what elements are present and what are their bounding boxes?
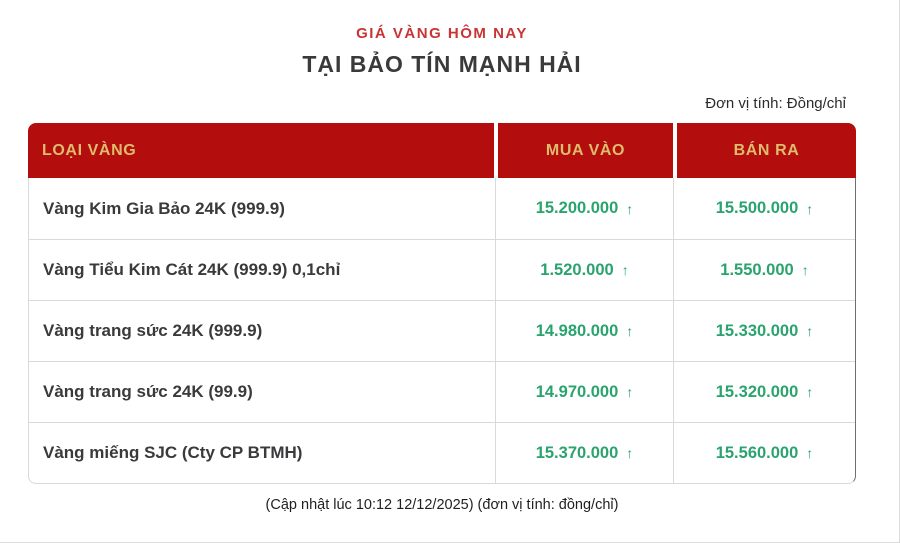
buy-price-cell: 14.970.000 ↑ [495, 362, 673, 422]
buy-price-cell: 15.200.000 ↑ [495, 178, 673, 239]
column-header-buy: MUA VÀO [498, 123, 673, 178]
sell-price-cell: 15.560.000 ↑ [673, 423, 855, 483]
sell-price-value: 15.500.000 [715, 199, 799, 217]
page-title: TẠI BẢO TÍN MẠNH HẢI [302, 51, 582, 77]
up-arrow-icon: ↑ [806, 445, 814, 461]
table-row: Vàng trang sức 24K (99.9) 14.970.000 ↑ 1… [29, 361, 855, 422]
buy-price-value: 14.970.000 [535, 382, 619, 401]
up-arrow-icon: ↑ [626, 445, 634, 461]
gold-type-cell: Vàng trang sức 24K (99.9) [43, 382, 253, 401]
update-note: (Cập nhật lúc 10:12 12/12/2025) (đơn vị … [265, 497, 619, 513]
sell-price-value: 15.560.000 [715, 443, 799, 462]
up-arrow-icon: ↑ [626, 200, 634, 217]
buy-price-cell: 15.370.000 ↑ [495, 423, 673, 483]
page-subtitle: GIÁ VÀNG HÔM NAY [356, 25, 528, 42]
gold-price-table: LOẠI VÀNG MUA VÀO BÁN RA Vàng Kim Gia Bả… [28, 123, 856, 484]
table-row: Vàng Kim Gia Bảo 24K (999.9) 15.200.000 … [29, 178, 855, 239]
up-arrow-icon: ↑ [621, 262, 629, 278]
sell-price-value: 15.330.000 [715, 321, 799, 340]
sell-price-value: 1.550.000 [720, 260, 794, 279]
gold-type-cell: Vàng Tiểu Kim Cát 24K (999.9) 0,1chỉ [43, 260, 341, 279]
sell-price-cell: 1.550.000 ↑ [673, 240, 855, 300]
buy-price-cell: 14.980.000 ↑ [495, 301, 673, 361]
gold-type-cell: Vàng miếng SJC (Cty CP BTMH) [43, 443, 303, 462]
gold-type-cell: Vàng trang sức 24K (999.9) [43, 321, 263, 340]
buy-price-value: 15.200.000 [535, 199, 619, 217]
up-arrow-icon: ↑ [806, 323, 814, 339]
buy-price-value: 14.980.000 [535, 321, 619, 340]
sell-price-value: 15.320.000 [715, 382, 799, 401]
table-row: Vàng Tiểu Kim Cát 24K (999.9) 0,1chỉ 1.5… [29, 239, 855, 300]
up-arrow-icon: ↑ [801, 262, 809, 278]
unit-note: Đơn vị tính: Đồng/chỉ [705, 95, 846, 112]
table-header-row: LOẠI VÀNG MUA VÀO BÁN RA [28, 123, 856, 178]
buy-price-cell: 1.520.000 ↑ [495, 240, 673, 300]
buy-price-value: 15.370.000 [535, 443, 619, 462]
up-arrow-icon: ↑ [626, 384, 634, 400]
column-header-gold-type: LOẠI VÀNG [28, 123, 494, 178]
table-row: Vàng trang sức 24K (999.9) 14.980.000 ↑ … [29, 300, 855, 361]
sell-price-cell: 15.330.000 ↑ [673, 301, 855, 361]
buy-price-value: 1.520.000 [540, 260, 614, 279]
up-arrow-icon: ↑ [626, 323, 634, 339]
page-content: GIÁ VÀNG HÔM NAY TẠI BẢO TÍN MẠNH HẢI Đơ… [28, 0, 856, 513]
gold-type-cell: Vàng Kim Gia Bảo 24K (999.9) [43, 198, 285, 218]
table-row: Vàng miếng SJC (Cty CP BTMH) 15.370.000 … [29, 422, 855, 483]
table-body: Vàng Kim Gia Bảo 24K (999.9) 15.200.000 … [28, 178, 856, 484]
up-arrow-icon: ↑ [806, 384, 814, 400]
up-arrow-icon: ↑ [806, 200, 814, 217]
sell-price-cell: 15.320.000 ↑ [673, 362, 855, 422]
column-header-sell: BÁN RA [677, 123, 856, 178]
sell-price-cell: 15.500.000 ↑ [673, 178, 855, 239]
